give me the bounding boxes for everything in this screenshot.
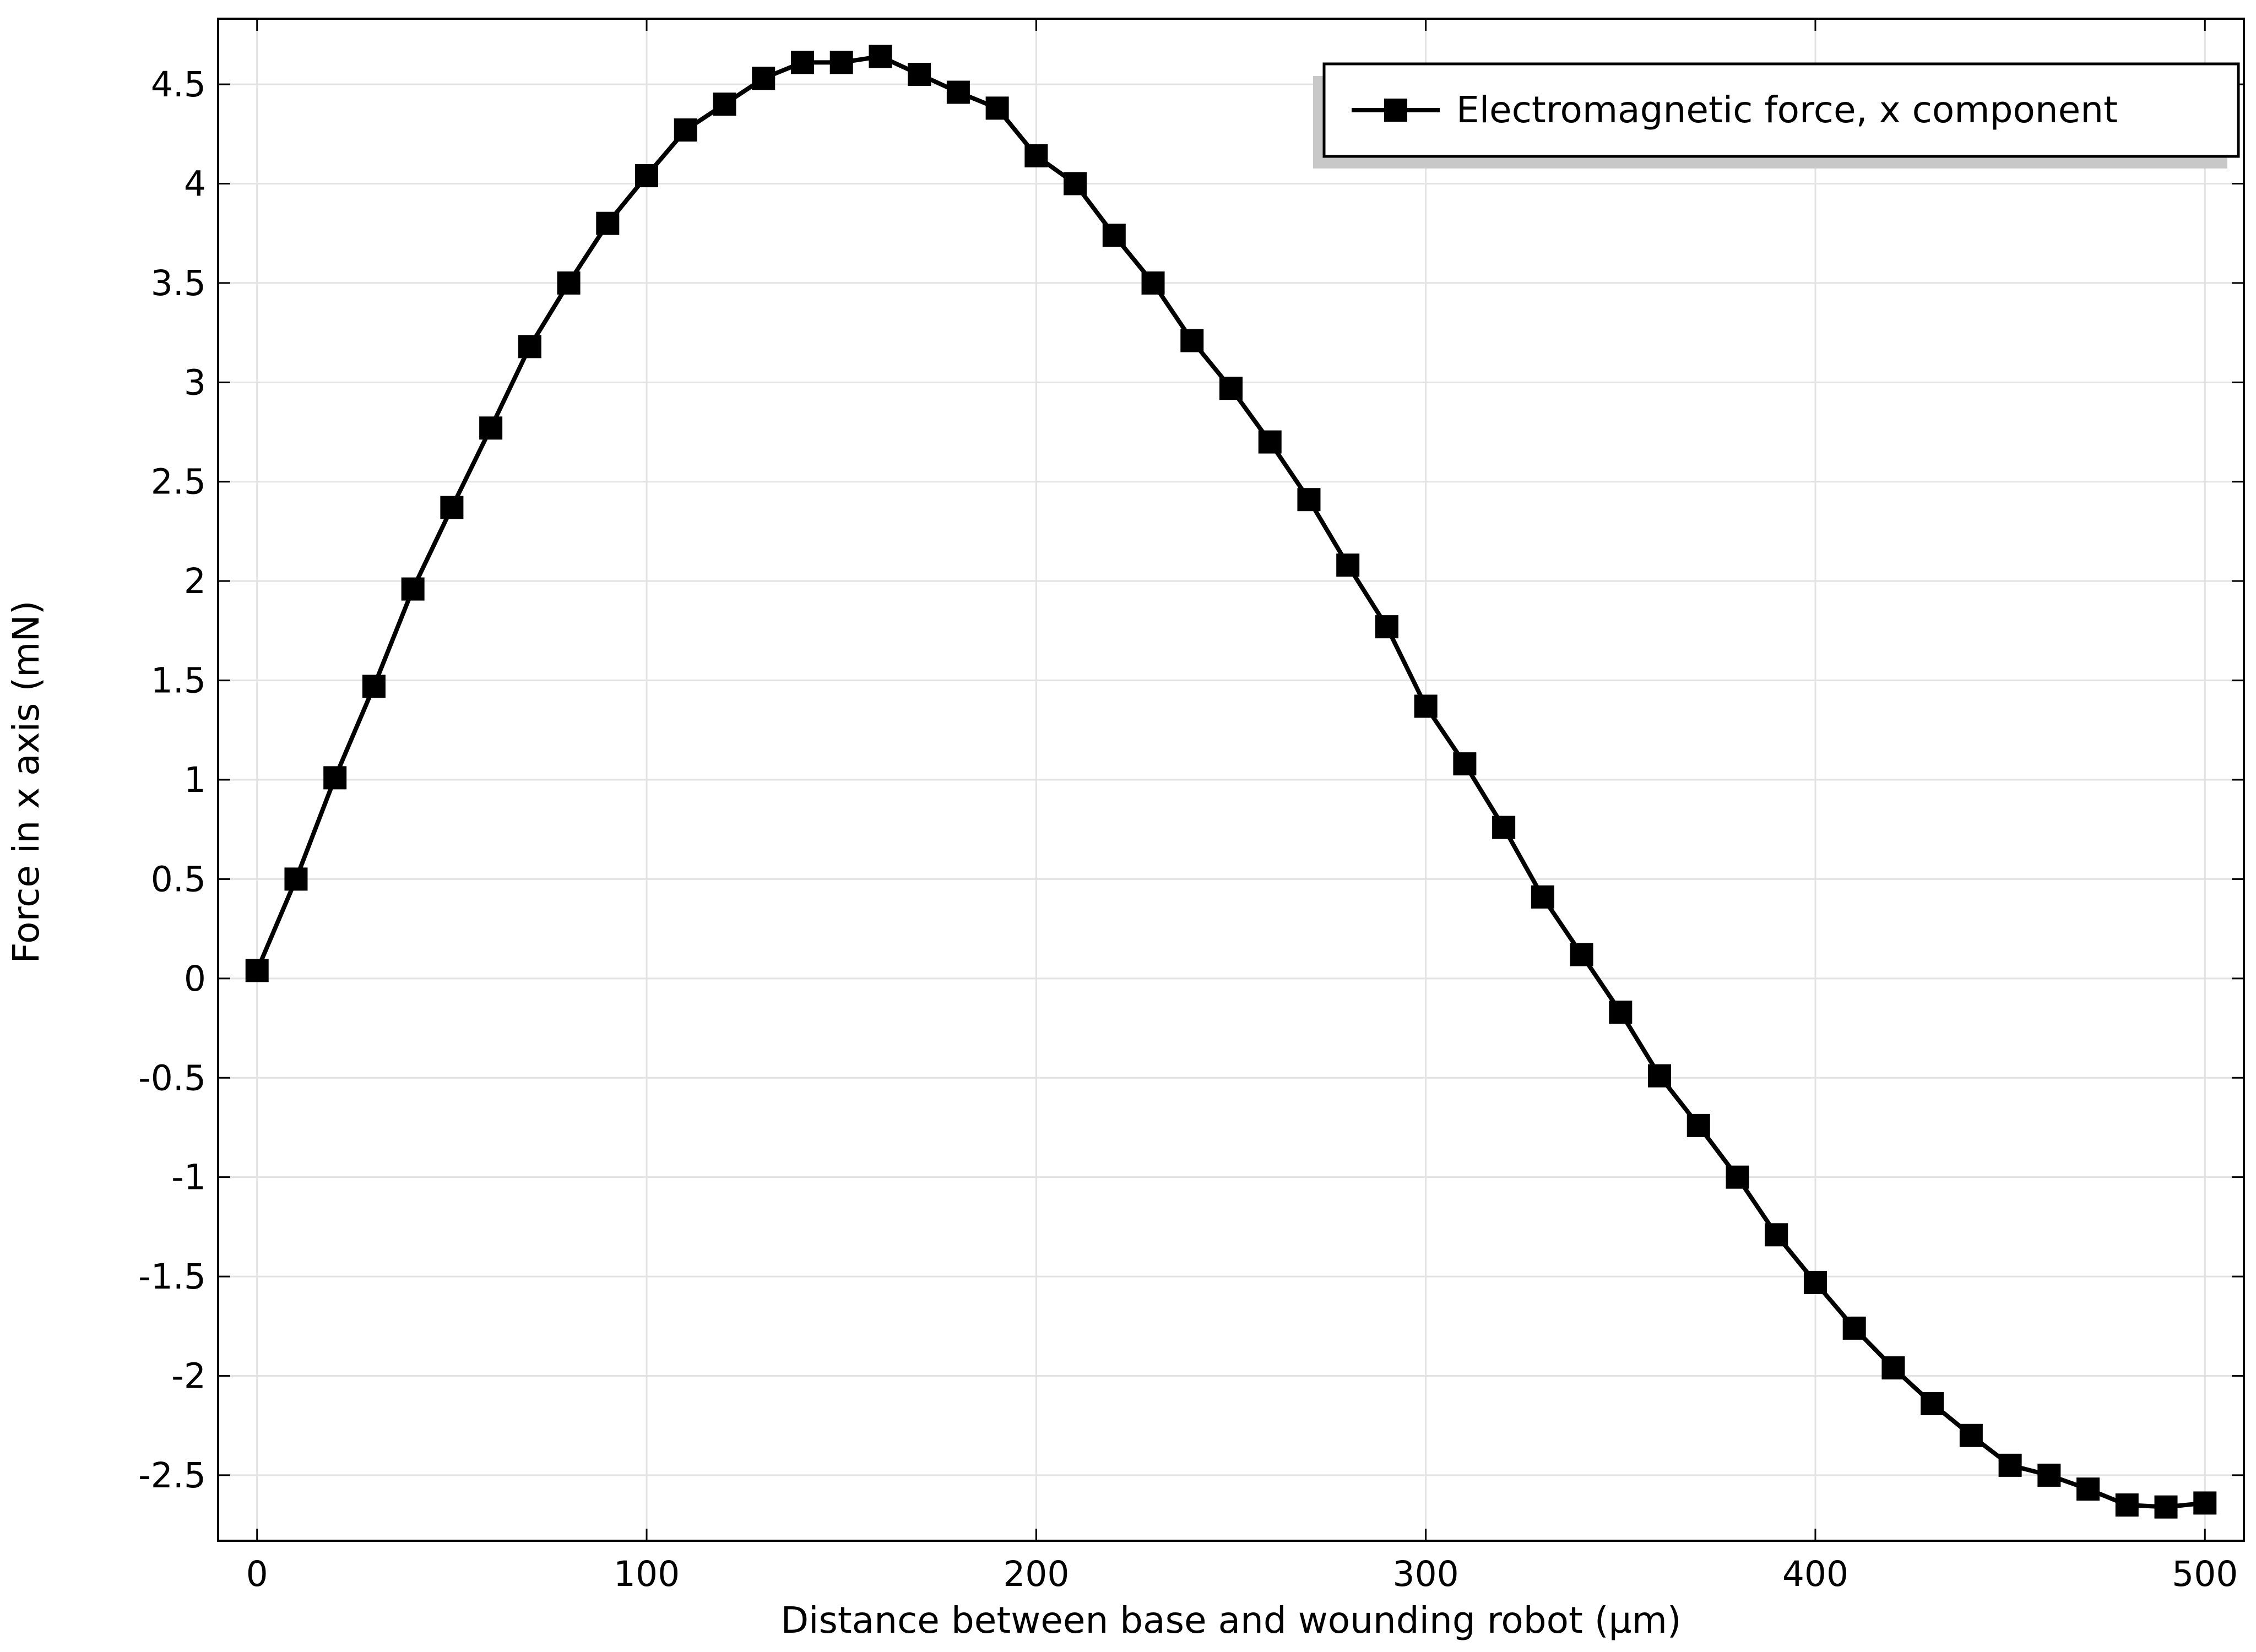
marker [245, 959, 269, 982]
marker [596, 211, 620, 235]
marker [752, 67, 776, 90]
marker [1024, 144, 1048, 167]
y-tick-label: 4.5 [151, 64, 206, 105]
marker [2037, 1463, 2061, 1487]
marker [362, 675, 386, 698]
marker [1453, 752, 1477, 776]
y-axis-label: Force in x axis (mN) [5, 600, 47, 963]
marker [557, 271, 581, 295]
y-tick-label: -1 [171, 1158, 206, 1198]
y-tick-label: 3 [184, 362, 206, 403]
marker [2193, 1491, 2217, 1515]
marker [284, 867, 308, 891]
marker [1726, 1165, 1749, 1189]
marker [401, 577, 425, 601]
marker [1609, 1001, 1633, 1024]
marker [1064, 172, 1087, 195]
marker [1141, 271, 1165, 295]
x-tick-label: 300 [1393, 1554, 1459, 1594]
marker [1219, 377, 1243, 400]
y-tick-label: 0 [184, 959, 206, 999]
y-tick-label: 1 [184, 760, 206, 800]
marker [1570, 943, 1593, 966]
marker [829, 51, 853, 74]
legend-label: Electromagnetic force, x component [1456, 89, 2118, 131]
line [255, 54, 2205, 1509]
marker [323, 766, 347, 790]
x-tick-label: 100 [614, 1554, 680, 1594]
marker [1102, 224, 1126, 247]
marker [1998, 1453, 2022, 1477]
marker [908, 63, 931, 86]
marker [2076, 1477, 2100, 1501]
y-tick-label: -1.5 [138, 1257, 206, 1297]
marker [869, 45, 892, 68]
y-tick-label: -2 [171, 1356, 206, 1396]
marker [1297, 488, 1321, 512]
marker [1336, 553, 1360, 577]
y-tick-label: 0.5 [151, 859, 206, 899]
legend-box [1322, 62, 2240, 158]
marker [790, 51, 814, 74]
y-tick-label: 2 [184, 561, 206, 601]
marker [1842, 1316, 1866, 1340]
marker [1765, 1223, 1788, 1247]
marker [518, 335, 541, 358]
marker [946, 80, 970, 104]
marker [713, 93, 736, 116]
marker [479, 416, 503, 440]
marker [2154, 1495, 2178, 1519]
x-tick-label: 0 [246, 1554, 268, 1594]
marker [1959, 1423, 1983, 1447]
marker [440, 496, 464, 519]
x-tick-label: 500 [2172, 1554, 2238, 1594]
marker [1803, 1270, 1827, 1294]
plot-frame [217, 18, 2245, 1542]
y-tick-label: 4 [184, 164, 206, 204]
marker [985, 96, 1009, 120]
x-tick-label: 400 [1782, 1554, 1848, 1594]
y-tick-label: 3.5 [151, 263, 206, 303]
marker [1881, 1356, 1905, 1380]
legend-marker [1384, 99, 1407, 122]
marker [1414, 694, 1438, 718]
y-tick-label: -0.5 [138, 1058, 206, 1098]
marker [1921, 1392, 1944, 1416]
y-tick-label: 2.5 [151, 462, 206, 502]
marker [2115, 1493, 2139, 1517]
y-tick-label: 1.5 [151, 661, 206, 701]
marker [1492, 816, 1516, 839]
marker [1258, 430, 1282, 454]
y-tick-label: -2.5 [138, 1455, 206, 1496]
marker [1375, 615, 1398, 639]
marker [1531, 885, 1554, 909]
x-tick-label: 200 [1003, 1554, 1069, 1594]
marker [1648, 1064, 1672, 1088]
x-axis-label: Distance between base and wounding robot… [780, 1599, 1681, 1642]
marker [635, 164, 659, 188]
marker [1180, 329, 1204, 352]
marker [674, 118, 697, 142]
marker [1686, 1113, 1710, 1137]
